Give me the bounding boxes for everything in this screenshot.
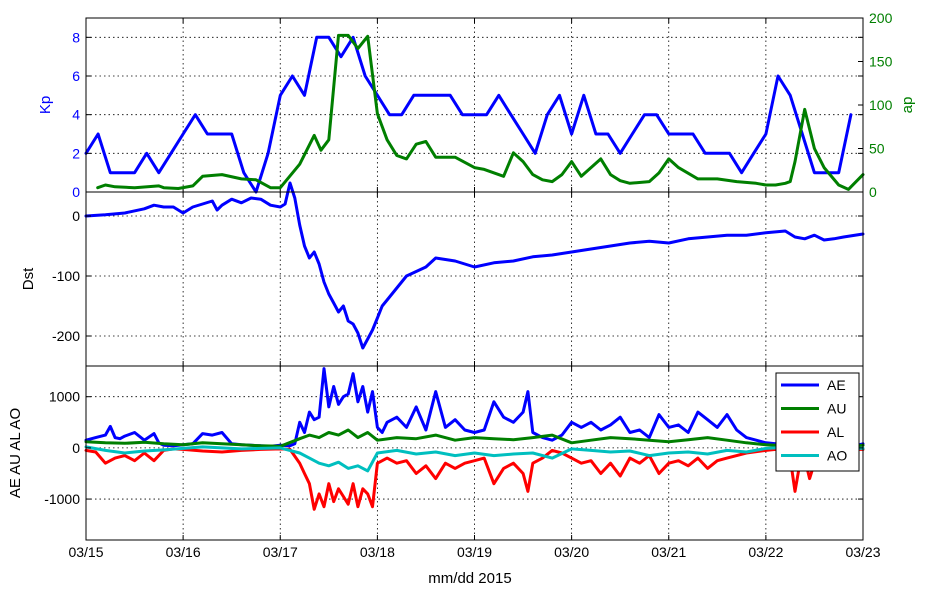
y-right-tick-label: 150 bbox=[869, 54, 893, 70]
y-tick-label: 0 bbox=[72, 208, 80, 224]
x-tick-label: 03/22 bbox=[748, 544, 783, 560]
y-tick-label: -200 bbox=[52, 328, 80, 344]
y-tick-label: 4 bbox=[72, 107, 80, 123]
legend-label-ao: AO bbox=[827, 448, 847, 464]
y-tick-label: 1000 bbox=[49, 389, 80, 405]
x-tick-label: 03/18 bbox=[360, 544, 395, 560]
panel-ae-frame bbox=[85, 365, 864, 541]
legend-label-al: AL bbox=[827, 424, 844, 440]
series-line-ap bbox=[96, 33, 865, 191]
y-tick-label: 0 bbox=[72, 440, 80, 456]
ae-legend: AE AU AL AO bbox=[775, 372, 860, 472]
series-line-ae bbox=[84, 367, 865, 448]
y-right-tick-label: 50 bbox=[869, 141, 885, 157]
x-axis-label: mm/dd 2015 bbox=[428, 570, 511, 587]
x-tick-label: 03/20 bbox=[554, 544, 589, 560]
kp-axis-label: Kp bbox=[37, 96, 54, 114]
series-line-au bbox=[84, 428, 865, 449]
y-tick-label: -1000 bbox=[44, 491, 80, 507]
panel-ae: 1000 0 -1000 AE AU AL AO AE AU AL AO bbox=[7, 365, 865, 541]
x-tick-label: 03/16 bbox=[166, 544, 201, 560]
legend-label-ae: AE bbox=[827, 377, 846, 393]
legend-label-au: AU bbox=[827, 401, 846, 417]
y-tick-label: -100 bbox=[52, 268, 80, 284]
panel-kp-ap: 0 2 4 6 8 0 50 100 150 200 Kp ap bbox=[37, 10, 916, 200]
panel-dst: 0 -100 -200 Dst bbox=[20, 181, 865, 367]
x-tick-label: 03/21 bbox=[651, 544, 686, 560]
x-tick-label: 03/17 bbox=[263, 544, 298, 560]
x-tick-label: 03/15 bbox=[68, 544, 103, 560]
ae-axis-label: AE AU AL AO bbox=[7, 408, 24, 498]
x-axis-ticks: 03/15 03/16 03/17 03/18 03/19 03/20 03/21 03/22… bbox=[68, 544, 880, 560]
y-tick-label: 6 bbox=[72, 68, 80, 84]
series-line-kp bbox=[84, 35, 853, 194]
series-line-dst bbox=[84, 181, 865, 350]
y-right-tick-label: 100 bbox=[869, 97, 893, 113]
x-tick-label: 03/19 bbox=[457, 544, 492, 560]
x-tick-label: 03/23 bbox=[845, 544, 880, 560]
y-tick-label: 2 bbox=[72, 145, 80, 161]
y-right-tick-label: 200 bbox=[869, 10, 893, 26]
y-tick-label: 8 bbox=[72, 29, 80, 45]
ap-axis-label: ap bbox=[899, 97, 916, 114]
series-line-ao bbox=[84, 445, 865, 473]
y-right-tick-label: 0 bbox=[869, 184, 877, 200]
y-tick-label: 0 bbox=[72, 184, 80, 200]
dst-axis-label: Dst bbox=[20, 267, 37, 290]
